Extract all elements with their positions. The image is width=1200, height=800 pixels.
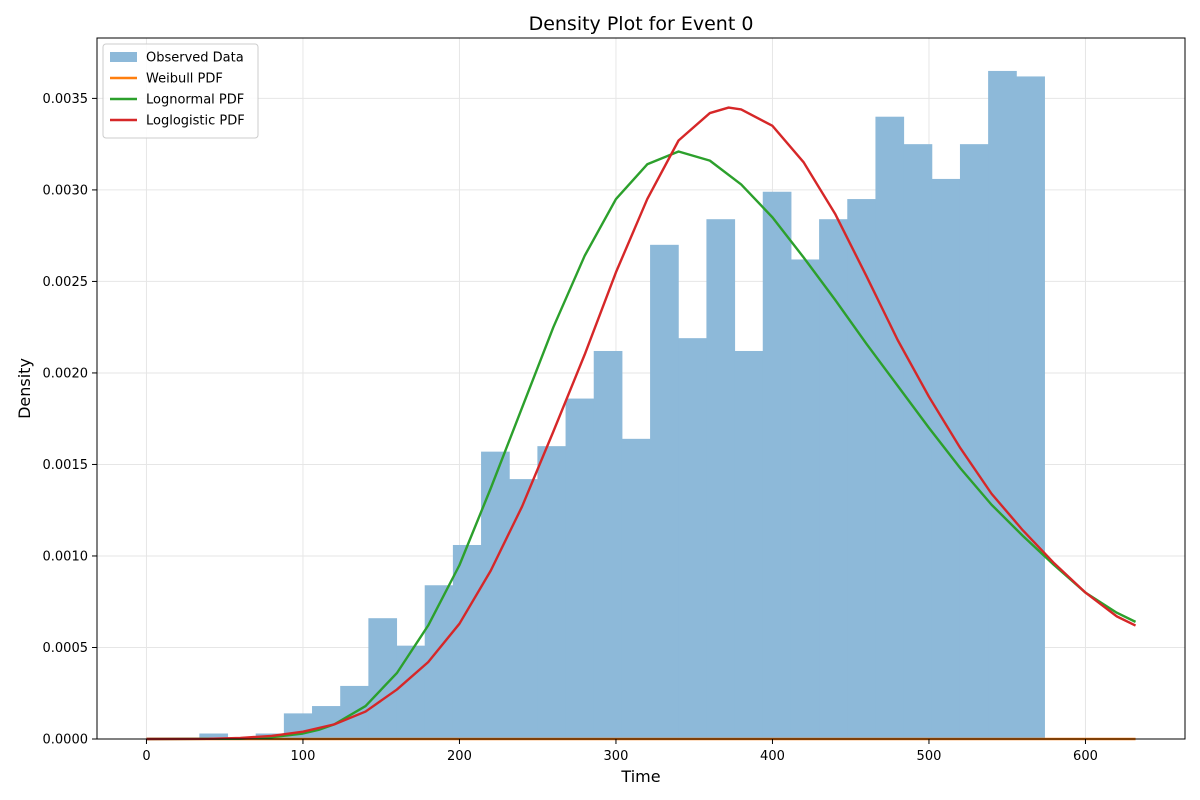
x-tick-label: 100 — [291, 749, 316, 764]
legend-label: Loglogistic PDF — [146, 114, 245, 129]
y-tick-label: 0.0015 — [43, 458, 89, 473]
y-tick-label: 0.0010 — [43, 549, 89, 564]
x-tick-label: 600 — [1073, 749, 1098, 764]
x-tick-label: 500 — [917, 749, 942, 764]
series-line-loglogistic-pdf — [146, 106, 1137, 741]
x-axis-ticks: 0 100 200 300 400 500 600 — [142, 739, 1098, 764]
legend-box — [102, 43, 259, 139]
y-tick-label: 0.0020 — [43, 366, 89, 381]
legend: Observed Data Weibull PDF Lognormal PDF Log… — [102, 43, 259, 139]
histogram-bar — [706, 219, 736, 740]
y-tick-label: 0.0035 — [43, 92, 89, 107]
histogram-bar — [537, 446, 567, 739]
histogram-bar — [875, 116, 905, 740]
histogram-bar — [678, 338, 707, 739]
y-tick-label: 0.0030 — [43, 183, 89, 198]
plot-frame — [96, 37, 1186, 740]
histogram-bar — [396, 645, 426, 739]
x-tick-label: 0 — [142, 749, 150, 764]
legend-swatch — [110, 52, 137, 62]
histogram-bar — [199, 733, 229, 739]
y-tick-label: 0.0025 — [43, 275, 89, 290]
y-tick-label: 0.0000 — [43, 733, 89, 748]
histogram-bars — [199, 70, 1045, 740]
x-tick-label: 200 — [447, 749, 472, 764]
x-tick-label: 400 — [760, 749, 785, 764]
histogram-bar — [959, 144, 989, 739]
legend-label: Observed Data — [146, 51, 244, 66]
histogram-bar — [819, 219, 848, 740]
histogram-bar — [903, 144, 933, 739]
histogram-bar — [452, 544, 482, 739]
histogram-bar — [734, 350, 764, 739]
chart-title: Density Plot for Event 0 — [529, 13, 754, 35]
histogram-bar — [650, 244, 679, 739]
x-axis-title: Time — [620, 767, 660, 786]
histogram-bar — [621, 438, 651, 739]
histogram-bar — [790, 259, 820, 739]
histogram-bar — [481, 451, 510, 739]
histogram-bar — [593, 350, 623, 739]
histogram-bar — [931, 178, 961, 739]
histogram-bar — [565, 398, 595, 739]
histogram-bar — [509, 479, 538, 739]
y-axis-ticks: 0.0000 0.0005 0.0010 0.0015 0.0020 0.0025 0.00… — [43, 92, 97, 748]
x-tick-label: 300 — [604, 749, 629, 764]
histogram-bar — [988, 70, 1017, 739]
y-axis-title: Density — [15, 358, 34, 419]
histogram-bar — [1016, 76, 1045, 739]
y-tick-label: 0.0005 — [43, 641, 89, 656]
histogram-bar — [762, 191, 792, 739]
legend-label: Weibull PDF — [146, 72, 223, 87]
legend-label: Lognormal PDF — [146, 93, 244, 108]
histogram-bar — [847, 199, 876, 739]
